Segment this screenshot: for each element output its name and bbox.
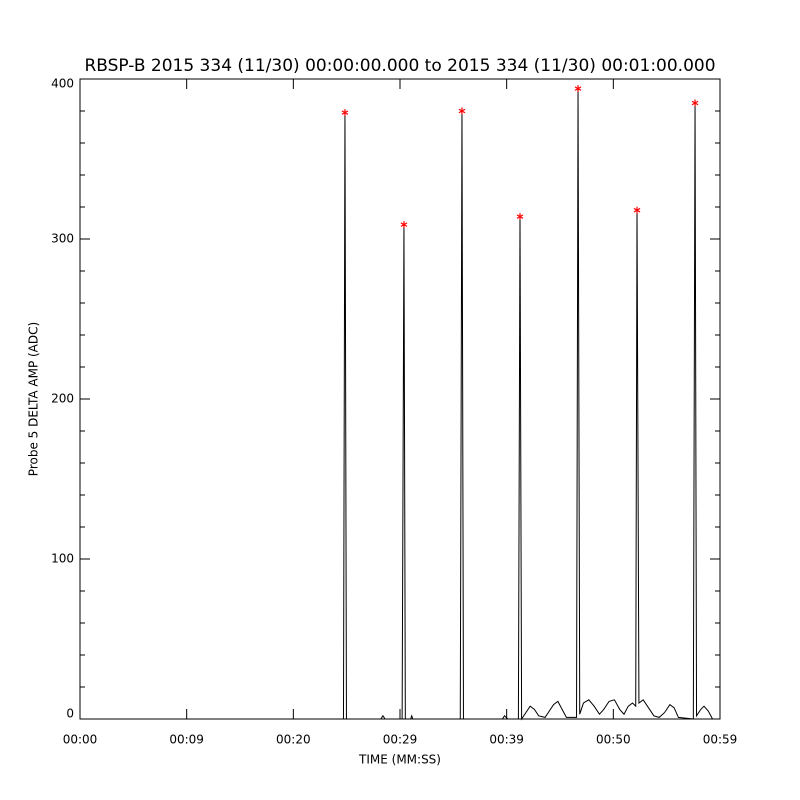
data-line [80, 88, 713, 721]
y-tick-label: 400 [51, 77, 74, 91]
peak-marker [574, 85, 582, 93]
peak-marker [341, 109, 349, 117]
x-tick-label: 00:39 [489, 733, 524, 747]
y-tick-label: 100 [51, 552, 74, 566]
x-tick-label: 00:29 [383, 733, 418, 747]
x-tick-label: 00:50 [596, 733, 631, 747]
x-tick-label: 00:59 [703, 733, 738, 747]
peak-marker [633, 206, 641, 214]
chart-title: RBSP-B 2015 334 (11/30) 00:00:00.000 to … [84, 56, 715, 76]
peak-marker [458, 107, 466, 115]
x-tick-label: 00:09 [169, 733, 204, 747]
y-tick-label: 200 [51, 392, 74, 406]
x-tick-label: 00:00 [63, 733, 98, 747]
y-axis-label: Probe 5 DELTA AMP (ADC) [27, 322, 41, 476]
peak-marker [516, 213, 524, 221]
y-tick-label: 300 [51, 232, 74, 246]
peak-marker [400, 221, 408, 229]
x-axis-label: TIME (MM:SS) [358, 753, 441, 767]
y-tick-label: 0 [66, 707, 74, 721]
x-tick-label: 00:20 [276, 733, 311, 747]
peak-marker [691, 99, 699, 107]
